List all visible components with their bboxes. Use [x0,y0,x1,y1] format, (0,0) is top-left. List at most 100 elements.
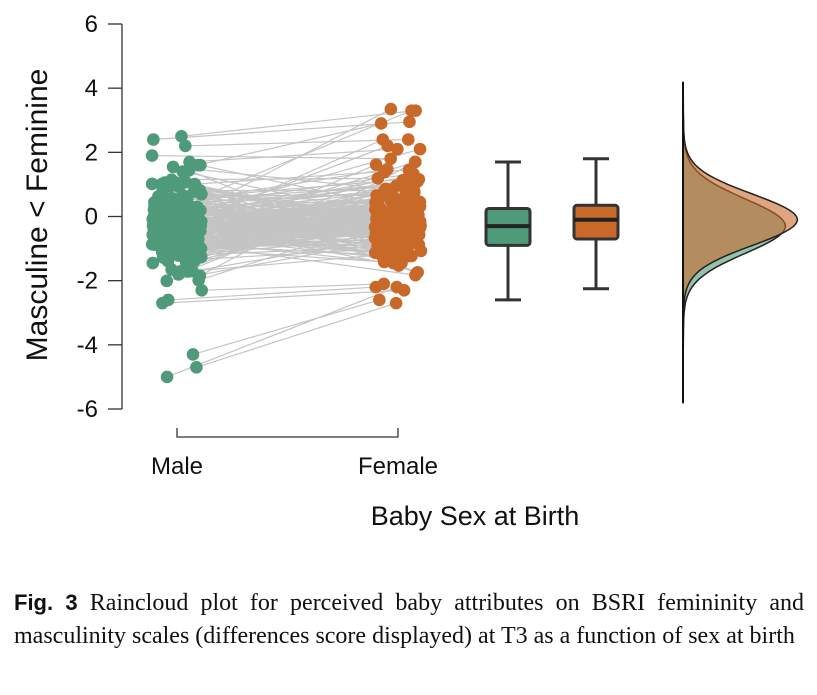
paired-line [153,121,410,141]
paired-line [196,302,397,368]
y-axis: -6 -4 -2 0 2 4 6 [77,11,123,423]
male-point [175,227,189,240]
female-point [390,280,404,294]
y-tick-label: 0 [85,204,98,231]
paired-line [181,110,416,137]
paired-line [171,177,378,181]
male-point [166,160,180,174]
female-boxplot [572,157,620,291]
x-tick-label: Male [151,453,203,480]
female-point [408,155,422,169]
y-tick-label: -2 [77,268,98,295]
female-point [401,216,414,230]
x-axis-label: Baby Sex at Birth [371,501,580,531]
male-point [182,216,195,229]
female-point [389,296,403,310]
female-point [379,182,393,196]
paired-line [201,283,384,291]
data-points [145,102,428,384]
density-clouds [682,81,799,404]
x-tick-label: Female [358,453,438,480]
y-tick-label: -6 [77,396,98,423]
female-point [414,244,428,258]
male-point [146,256,160,270]
male-point [158,176,172,189]
female-point [368,246,382,260]
paired-line [194,184,398,228]
male-point [191,158,204,172]
paired-line [171,138,384,233]
female-point [403,115,416,129]
female-point [391,142,404,156]
male-point [168,241,181,255]
female-point [403,204,417,217]
x-axis-line [176,428,399,438]
male-point [155,224,169,238]
female-point [405,249,418,263]
paired-line [168,286,376,301]
paired-line [192,299,380,356]
female-point [402,133,415,146]
paired-line [201,193,404,220]
paired-line [166,286,398,378]
box [572,203,620,241]
male-point [147,133,160,146]
figure-caption: Fig. 3 Raincloud plot for perceived baby… [14,586,804,653]
female-point [381,139,394,153]
female-point [395,228,409,241]
x-axis: Male Female [151,428,438,480]
paired-line [181,188,386,235]
male-point [160,274,174,288]
female-point [384,102,398,116]
y-tick-label: 2 [85,139,98,166]
raincloud-chart: -6 -4 -2 0 2 4 6 Male Female Masculine < Femini… [21,11,799,531]
male-point [190,360,203,374]
female-point [377,255,391,269]
male-point [148,238,162,252]
paired-line [194,169,409,185]
female-point [378,165,391,179]
male-point [176,248,190,261]
paired-line [187,252,398,273]
male-point [175,129,188,143]
male-boxplot [484,160,532,302]
female-point [412,172,426,186]
male-point [160,370,174,384]
female-point [374,117,388,130]
figure-label: Fig. 3 [14,590,78,615]
paired-line [171,238,385,263]
female-point [370,223,383,237]
paired-line [171,171,385,271]
male-point [179,139,192,153]
male-point [195,283,208,297]
male-point [194,204,207,217]
male-point [165,226,179,239]
female-point [382,231,396,244]
female-point [373,293,386,307]
male-point [192,273,205,287]
male-point [188,178,202,191]
boxplots [484,157,620,302]
female-point [410,229,423,242]
female-point [411,265,424,279]
male-point [186,348,200,361]
female-point [413,142,427,156]
male-point [165,263,178,276]
y-axis-label: Masculine < Feminine [21,69,54,362]
figure-caption-text: Raincloud plot for perceived baby attrib… [14,590,804,649]
female-point [369,280,383,294]
female-density [682,87,799,404]
paired-line [189,148,398,163]
female-point [370,204,384,218]
male-point [186,264,199,278]
female-point [369,158,383,172]
paired-line [192,235,399,272]
male-point [156,185,169,199]
male-point [160,204,174,218]
male-point [145,149,159,162]
paired-line [200,148,421,211]
male-point [156,296,169,310]
y-tick-label: 4 [85,75,98,102]
female-point [405,104,418,117]
female-point [395,256,408,270]
